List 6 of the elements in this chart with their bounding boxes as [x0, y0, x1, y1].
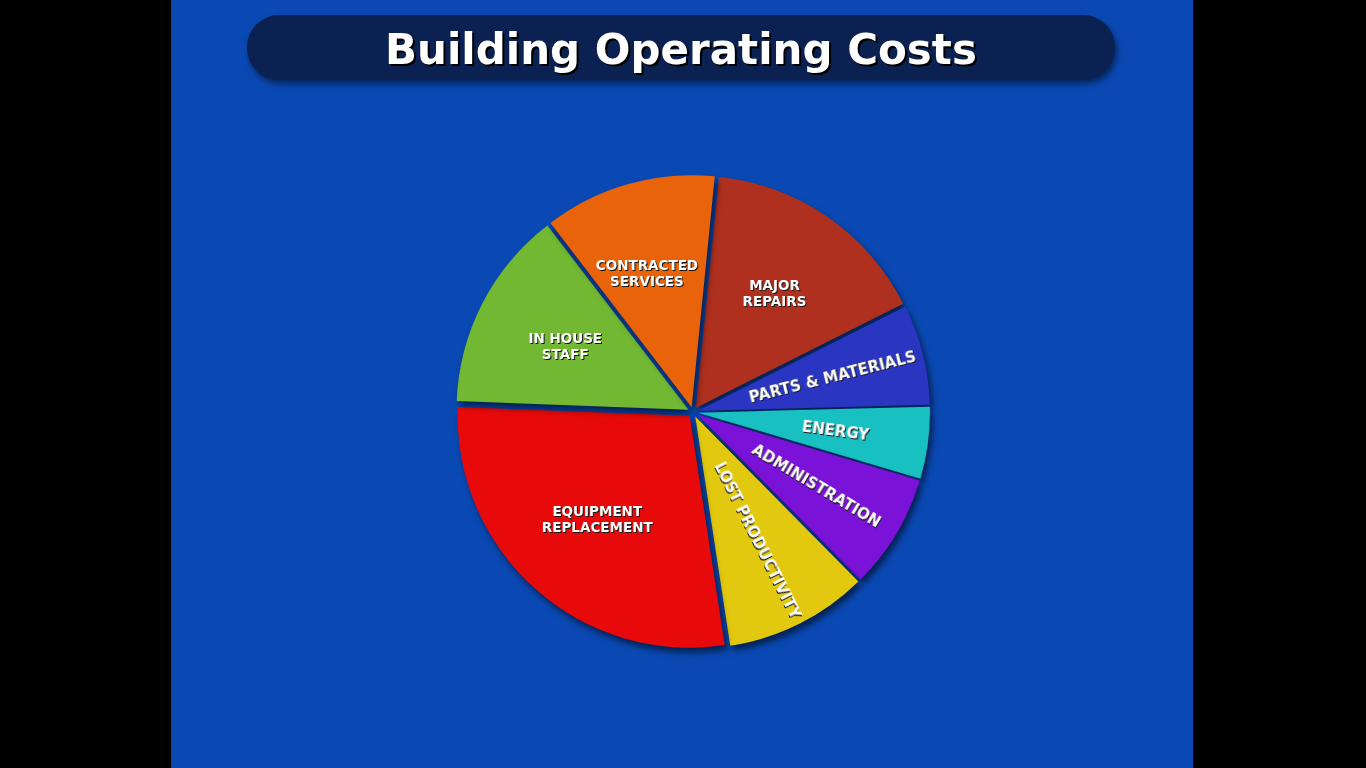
slice-label: IN HOUSE STAFF	[528, 329, 603, 362]
slice-label: CONTRACTED SERVICES	[595, 257, 699, 290]
chart-title: Building Operating Costs	[385, 25, 977, 74]
slice-label: MAJOR REPAIRS	[742, 277, 807, 310]
slice-label: EQUIPMENT REPLACEMENT	[541, 502, 654, 536]
slice-label: ENERGY	[800, 417, 872, 445]
